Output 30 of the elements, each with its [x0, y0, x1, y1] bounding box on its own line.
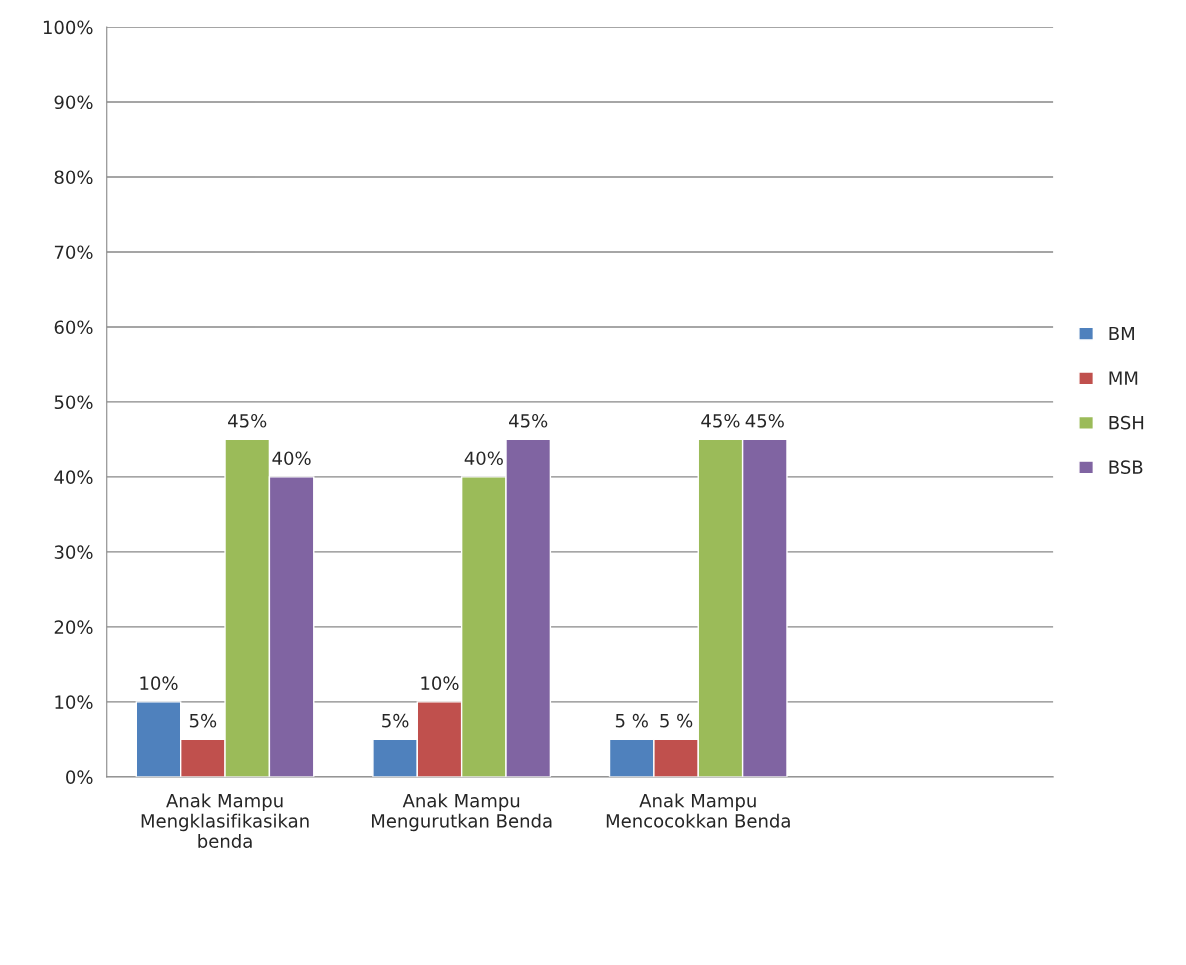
legend-label: MM [1109, 371, 1138, 385]
legend-label: BSH [1109, 415, 1144, 430]
data-label: 45% [745, 413, 784, 428]
y-tick-label: 20% [54, 620, 93, 634]
legend-label: BM [1109, 326, 1134, 341]
x-tick-label: Anak Mampu Mengurutkan Benda [372, 793, 552, 832]
y-tick-label: 40% [54, 470, 93, 485]
y-tick-label: 10% [55, 695, 93, 709]
y-tick-label: 100% [43, 20, 93, 35]
x-tick-label: Anak Mampu Mengklasifikasikan benda [141, 793, 309, 848]
data-label: 5 % [660, 713, 693, 728]
data-label: 45% [228, 413, 267, 428]
y-tick-label: 30% [54, 545, 93, 559]
legend-label: BSB [1109, 460, 1143, 474]
y-tick-label: 50% [54, 395, 93, 410]
y-tick-label: 60% [54, 320, 93, 335]
data-label: 5% [382, 713, 409, 728]
data-label: 45% [701, 413, 740, 428]
y-tick-label: 0% [66, 770, 93, 784]
y-tick-label: 90% [54, 95, 93, 110]
x-tick-label: Anak Mampu Mencocokkan Benda [606, 793, 790, 828]
data-label: 5% [189, 713, 217, 728]
data-label: 45% [509, 413, 548, 428]
y-tick-label: 80% [54, 170, 93, 185]
data-label: 40% [464, 451, 503, 466]
data-label: 10% [421, 676, 459, 691]
data-label: 40% [272, 451, 311, 466]
y-tick-label: 70% [54, 245, 93, 260]
data-label: 5 % [615, 713, 648, 728]
data-label: 10% [140, 676, 178, 691]
